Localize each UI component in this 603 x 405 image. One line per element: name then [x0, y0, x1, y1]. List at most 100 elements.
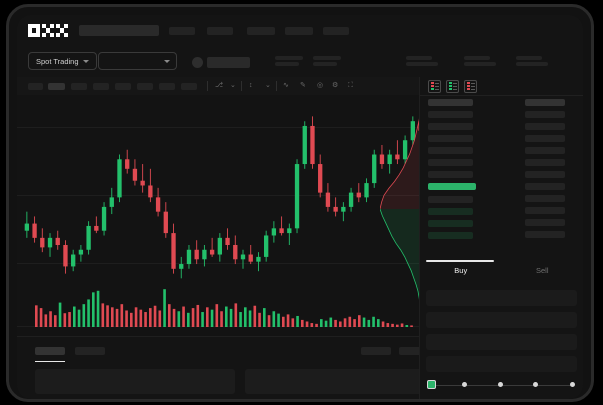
orderbook-right-row[interactable]: [525, 207, 565, 214]
bottom-content-left: [35, 369, 235, 394]
line-tool-icon[interactable]: ∿: [283, 82, 289, 89]
timeframe-1[interactable]: [28, 83, 43, 90]
orderbook-bid-row[interactable]: [428, 220, 473, 227]
orderbook-view-bids-icon[interactable]: [446, 79, 459, 93]
orderbook-right-row[interactable]: [525, 231, 565, 238]
stat-high: [313, 56, 341, 68]
trading-mode-selector[interactable]: Spot Trading: [28, 52, 97, 70]
chart-toolbar: ⎇ ⌄ ↕ ⌄ ∿ ✎ ◎ ⚙ ⛶: [17, 77, 420, 96]
timeframe-6[interactable]: [137, 83, 153, 90]
stat-change: [275, 56, 303, 68]
timeframe-8[interactable]: [181, 83, 197, 90]
orderbook-right-row[interactable]: [525, 159, 565, 166]
orderbook-ask-row[interactable]: [428, 111, 473, 118]
orderbook-ask-row[interactable]: [428, 171, 473, 178]
orderbook-view-asks-icon[interactable]: [464, 79, 477, 93]
orderbook-ask-row[interactable]: [428, 159, 473, 166]
bottom-action-2[interactable]: [399, 347, 429, 355]
orderbook-bid-row[interactable]: [428, 196, 473, 203]
timeframe-7[interactable]: [159, 83, 175, 90]
stat-change-label: [275, 56, 303, 60]
price-chart[interactable]: [17, 95, 420, 337]
tab-sell[interactable]: Sell: [535, 266, 549, 275]
orderbook-column-headers-right: [525, 99, 565, 106]
trading-mode-label: Spot Trading: [36, 56, 79, 66]
chart-gridline-2: [17, 263, 420, 264]
orderbook-bid-row[interactable]: [428, 232, 473, 239]
stat-volume: [464, 56, 496, 68]
timeframe-5[interactable]: [115, 83, 131, 90]
nav-item-3[interactable]: [247, 27, 275, 35]
nav-item-5[interactable]: [323, 27, 349, 35]
orderbook-and-order-panel: Buy Sell: [419, 77, 583, 399]
orderbook-right-row[interactable]: [525, 171, 565, 178]
search-input[interactable]: [79, 25, 159, 36]
volume-series: [35, 289, 413, 327]
ticker-bar: Spot Trading: [17, 45, 583, 77]
percent-slider-stop-75[interactable]: [533, 382, 538, 387]
candlestick-type-icon[interactable]: ⎇: [215, 82, 224, 89]
timeframe-4[interactable]: [93, 83, 109, 90]
stat-turnover-label: [516, 56, 542, 60]
bottom-action-1[interactable]: [361, 347, 391, 355]
timeframe-2[interactable]: [48, 83, 65, 90]
stat-high-value: [313, 62, 337, 66]
buy-sell-tabs: Buy Sell: [420, 260, 583, 284]
order-extra-field[interactable]: [426, 356, 577, 372]
percent-slider-handle[interactable]: [427, 380, 436, 389]
stat-volume-label: [464, 56, 490, 60]
depth-chart-overlay: [380, 113, 420, 305]
orderbook-spread-row[interactable]: [428, 183, 476, 190]
bottom-content-right: [245, 369, 441, 394]
indicators-icon[interactable]: ↕: [249, 82, 253, 89]
orderbook-right-row[interactable]: [525, 147, 565, 154]
orderbook-right-row[interactable]: [525, 183, 565, 190]
nav-item-4[interactable]: [285, 27, 313, 35]
toolbar-divider-2: [241, 81, 242, 91]
percent-slider-stop-25[interactable]: [462, 382, 467, 387]
toolbar-divider-1: [207, 81, 208, 91]
order-total-field[interactable]: [426, 334, 577, 350]
orderbook-view-modes: [420, 77, 583, 96]
orderbook-right-row[interactable]: [525, 111, 565, 118]
bottom-tab-open-orders[interactable]: [35, 347, 65, 355]
nav-item-1[interactable]: [169, 27, 195, 35]
orderbook-bid-row[interactable]: [428, 208, 473, 215]
stat-low-value: [406, 62, 438, 66]
magnet-icon[interactable]: ◎: [317, 82, 324, 89]
order-price-field[interactable]: [426, 290, 577, 306]
chevron-down-icon[interactable]: ⌄: [230, 82, 236, 89]
orderbook-ask-row[interactable]: [428, 147, 473, 154]
settings-icon[interactable]: ⚙: [332, 82, 339, 89]
order-amount-field[interactable]: [426, 312, 577, 328]
coin-icon: [192, 57, 203, 68]
orderbook-ask-row[interactable]: [428, 123, 473, 130]
app-screen: Spot Trading: [17, 15, 583, 399]
last-price-value: [207, 57, 250, 68]
chevron-down-icon: [164, 59, 170, 63]
percent-slider-stop-100[interactable]: [570, 382, 575, 387]
orderbook-right-row[interactable]: [525, 135, 565, 142]
chart-gridline-1: [17, 195, 420, 196]
bottom-tab-order-history[interactable]: [75, 347, 105, 355]
orderbook-right-row[interactable]: [525, 123, 565, 130]
pencil-icon[interactable]: ✎: [300, 82, 306, 89]
chevron-down-icon-2[interactable]: ⌄: [265, 82, 271, 89]
fullscreen-icon[interactable]: ⛶: [348, 82, 353, 89]
orderbook-rows[interactable]: [420, 95, 583, 260]
okx-logo-icon[interactable]: [28, 24, 68, 37]
orderbook-view-both-icon[interactable]: [428, 79, 441, 93]
percent-slider-stop-50[interactable]: [498, 382, 503, 387]
orderbook-right-row[interactable]: [525, 195, 565, 202]
orderbook-right-row[interactable]: [525, 219, 565, 226]
order-entry-form: [420, 284, 583, 399]
nav-item-2[interactable]: [207, 27, 233, 35]
stat-low: [406, 56, 438, 68]
orderbook-ask-row[interactable]: [428, 135, 473, 142]
tab-buy[interactable]: Buy: [454, 266, 468, 275]
orders-panel: [17, 336, 441, 399]
chart-gridline-0: [17, 127, 420, 128]
toolbar-divider-3: [276, 81, 277, 91]
timeframe-3[interactable]: [71, 83, 87, 90]
pair-select[interactable]: [98, 52, 177, 70]
